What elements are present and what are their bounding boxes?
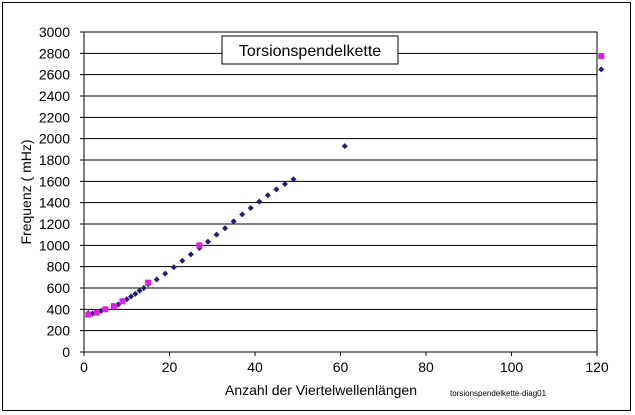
y-tick-label: 600 bbox=[47, 280, 71, 296]
y-tick-label: 800 bbox=[47, 259, 71, 275]
x-tick-labels: 0 20 40 60 80 100 120 bbox=[80, 359, 609, 375]
data-point-diamond bbox=[290, 176, 297, 183]
y-tick-label: 3000 bbox=[39, 24, 70, 40]
data-point-square bbox=[145, 279, 152, 286]
y-tick-label: 2600 bbox=[39, 67, 70, 83]
x-tick-label: 100 bbox=[500, 359, 524, 375]
data-point-square bbox=[119, 298, 126, 305]
data-point-diamond bbox=[222, 225, 229, 232]
data-point-square bbox=[102, 306, 109, 313]
x-tick-label: 20 bbox=[162, 359, 178, 375]
y-tick-label: 2000 bbox=[39, 131, 70, 147]
grid-layer bbox=[80, 31, 598, 356]
data-point-diamond bbox=[153, 276, 160, 283]
y-tick-label: 200 bbox=[47, 323, 71, 339]
x-tick-label: 0 bbox=[80, 359, 88, 375]
y-tick-label: 2800 bbox=[39, 45, 70, 61]
x-axis-title: Anzahl der Viertelwellenlängen bbox=[225, 382, 417, 398]
chart-title: Torsionspendelkette bbox=[239, 43, 381, 60]
y-tick-label: 1800 bbox=[39, 152, 70, 168]
data-point-square bbox=[93, 309, 100, 316]
y-tick-label: 1400 bbox=[39, 195, 70, 211]
data-point-diamond bbox=[256, 198, 263, 205]
data-point-square bbox=[598, 53, 605, 59]
y-tick-label: 2400 bbox=[39, 88, 70, 104]
data-point-diamond bbox=[179, 257, 186, 264]
data-point-diamond bbox=[247, 205, 254, 211]
data-point-diamond bbox=[598, 66, 605, 73]
data-point-diamond bbox=[264, 192, 271, 199]
file-label: torsionspendelkette-diag01 bbox=[450, 389, 547, 398]
data-points bbox=[85, 53, 605, 318]
data-point-diamond bbox=[273, 186, 280, 193]
x-tick-label: 40 bbox=[247, 359, 263, 375]
data-point-diamond bbox=[187, 251, 194, 258]
data-point-diamond bbox=[128, 293, 135, 300]
data-point-diamond bbox=[204, 238, 211, 245]
chart-title-box: Torsionspendelkette bbox=[221, 35, 399, 65]
y-tick-labels: 0 200 400 600 800 1000 1200 1400 1600 1800 2000 220… bbox=[39, 24, 70, 360]
chart-frame bbox=[2, 2, 631, 411]
data-point-diamond bbox=[341, 143, 348, 150]
data-point-diamond bbox=[132, 290, 139, 297]
data-point-diamond bbox=[162, 270, 169, 277]
y-axis-title: Frequenz ( mHz) bbox=[18, 139, 34, 244]
y-tick-label: 400 bbox=[47, 301, 71, 317]
y-tick-label: 1000 bbox=[39, 237, 70, 253]
data-point-diamond bbox=[239, 211, 246, 218]
data-point-square bbox=[110, 303, 117, 310]
x-tick-label: 80 bbox=[418, 359, 434, 375]
plot-area bbox=[83, 31, 598, 353]
data-point-diamond bbox=[136, 287, 143, 294]
y-tick-label: 1600 bbox=[39, 173, 70, 189]
y-tick-label: 0 bbox=[62, 344, 70, 360]
data-point-diamond bbox=[170, 264, 177, 271]
y-tick-label: 2200 bbox=[39, 109, 70, 125]
x-tick-label: 120 bbox=[585, 359, 609, 375]
data-point-square bbox=[85, 311, 92, 318]
x-tick-label: 60 bbox=[333, 359, 349, 375]
data-point-diamond bbox=[230, 218, 237, 225]
data-point-square bbox=[196, 242, 203, 249]
data-point-diamond bbox=[140, 285, 147, 291]
y-tick-label: 1200 bbox=[39, 216, 70, 232]
data-point-diamond bbox=[213, 231, 220, 238]
data-point-diamond bbox=[281, 181, 288, 187]
